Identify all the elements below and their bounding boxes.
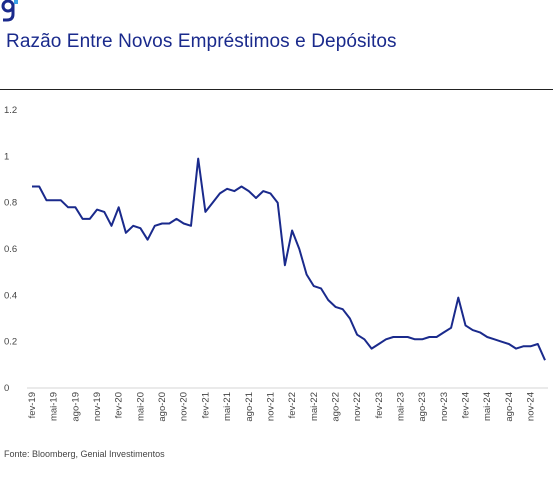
x-tick-label: mai-20 [135, 392, 146, 421]
y-tick-label: 0.8 [4, 198, 17, 209]
y-tick-label: 0.4 [4, 290, 17, 301]
x-tick-label: mai-21 [222, 392, 233, 421]
x-tick-label: mai-22 [309, 392, 320, 421]
y-axis: 0 0.2 0.4 0.6 0.8 1 1.2 [4, 105, 17, 394]
plot-area [32, 157, 546, 361]
x-tick-label: mai-19 [49, 392, 60, 421]
x-tick-label: fev-22 [287, 392, 298, 418]
x-tick-label: fev-24 [461, 392, 472, 418]
source-note: Fonte: Bloomberg, Genial Investimentos [4, 449, 165, 459]
x-tick-label: ago-23 [417, 392, 428, 422]
x-tick-label: fev-19 [27, 392, 38, 418]
chart-title: Razão Entre Novos Empréstimos e Depósito… [6, 31, 397, 52]
line-chart: 0 0.2 0.4 0.6 0.8 1 1.2 fev-19 mai-19 ago-19 nov-… [4, 105, 548, 422]
x-tick-label: nov-21 [265, 392, 276, 421]
y-tick-label: 0 [4, 383, 9, 394]
x-tick-label: nov-22 [352, 392, 363, 421]
series-line [32, 157, 546, 361]
x-tick-label: nov-20 [179, 392, 190, 421]
y-tick-label: 0.2 [4, 337, 17, 348]
x-tick-label: ago-19 [70, 392, 81, 422]
x-axis: fev-19 mai-19 ago-19 nov-19 fev-20 mai-20 ago-… [27, 387, 548, 422]
x-tick-label: ago-22 [330, 392, 341, 422]
x-tick-label: ago-20 [157, 392, 168, 422]
y-tick-label: 1.2 [4, 105, 17, 116]
x-tick-label: ago-24 [504, 392, 515, 422]
x-tick-label: mai-24 [482, 392, 493, 421]
x-tick-label: mai-23 [395, 392, 406, 421]
x-tick-label: nov-23 [439, 392, 450, 421]
title-divider [0, 89, 553, 90]
x-tick-label: fev-20 [114, 392, 125, 418]
logo-accent [14, 0, 18, 4]
x-tick-label: fev-21 [200, 392, 211, 418]
x-tick-label: nov-19 [92, 392, 103, 421]
x-tick-label: ago-21 [244, 392, 255, 422]
y-tick-label: 1 [4, 151, 9, 162]
y-tick-label: 0.6 [4, 244, 17, 255]
logo-tail [3, 4, 15, 22]
x-tick-label: nov-24 [526, 392, 537, 421]
genial-logo-icon [1, 0, 18, 22]
x-tick-label: fev-23 [374, 392, 385, 418]
